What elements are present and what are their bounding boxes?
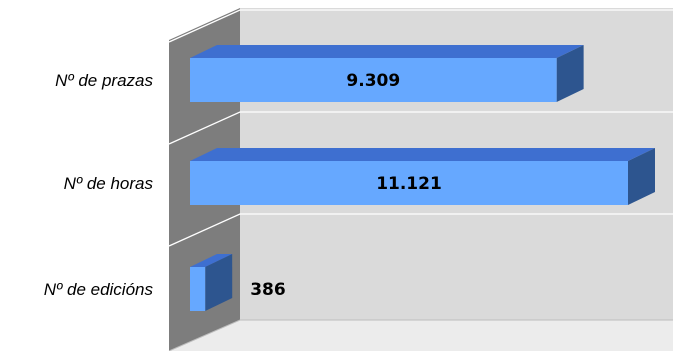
value-label-1: 11.121 — [376, 174, 442, 194]
value-label-2: 386 — [250, 280, 285, 300]
bar-end-0 — [556, 45, 584, 102]
bar-top-1 — [190, 148, 655, 161]
bar-end-1 — [628, 148, 655, 205]
bar-0 — [190, 58, 557, 102]
bar-end-2 — [205, 254, 233, 311]
bar-top-0 — [190, 45, 584, 58]
chart-bars — [190, 45, 655, 311]
value-label-0: 9.309 — [346, 71, 400, 91]
category-label-2: Nº de edicións — [44, 280, 154, 299]
category-label-1: Nº de horas — [64, 174, 154, 193]
chart-labels: Nº de prazas 9.309 Nº de horas 11.121 Nº de … — [44, 71, 442, 300]
gridline-1 — [168, 111, 673, 145]
chart-gridlines — [168, 9, 673, 351]
bar-2 — [190, 267, 206, 311]
category-label-0: Nº de prazas — [55, 71, 153, 90]
chart-floor — [169, 320, 673, 351]
floor-edge — [168, 319, 673, 351]
bar-1 — [190, 161, 628, 205]
gridline-0 — [168, 9, 673, 43]
bar-top-2 — [190, 254, 233, 267]
gridline-2 — [168, 213, 673, 247]
